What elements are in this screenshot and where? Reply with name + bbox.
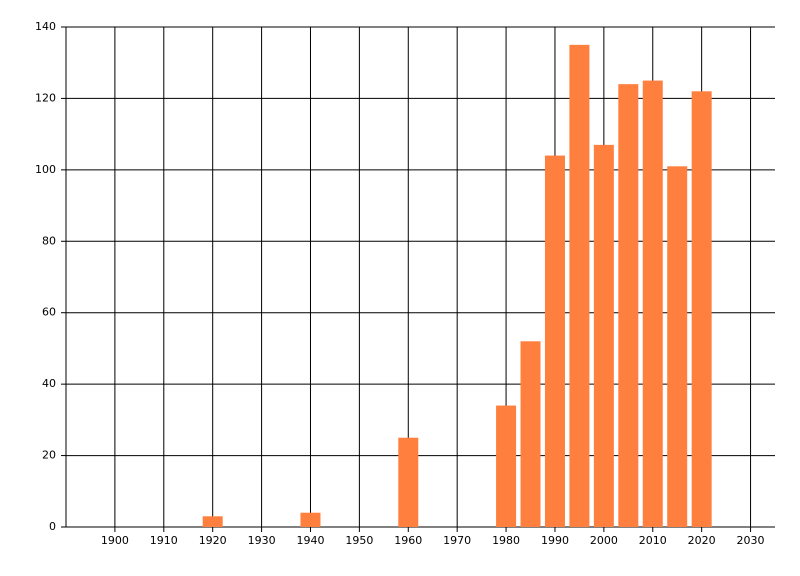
bar (667, 166, 688, 528)
x-tick-label: 1900 (101, 534, 129, 547)
x-tick-label: 1990 (541, 534, 569, 547)
bar (202, 516, 223, 527)
y-tick-label: 100 (35, 163, 56, 176)
x-tick-label: 1940 (296, 534, 324, 547)
bar (544, 155, 565, 528)
y-tick-label: 80 (42, 234, 56, 247)
x-tick-label: 2000 (590, 534, 618, 547)
x-tick-label: 2020 (688, 534, 716, 547)
bar (569, 44, 590, 527)
y-tick-label: 40 (42, 377, 56, 390)
y-tick-label: 140 (35, 20, 56, 33)
bar (618, 84, 639, 528)
bar (300, 512, 321, 527)
x-tick-label: 2030 (737, 534, 765, 547)
y-tick-label: 60 (42, 306, 56, 319)
x-tick-label: 1920 (199, 534, 227, 547)
bar (642, 80, 663, 528)
bar (691, 91, 712, 528)
y-tick-label: 20 (42, 449, 56, 462)
y-tick-label: 0 (49, 520, 56, 533)
bar (496, 405, 517, 527)
y-tick-label: 120 (35, 91, 56, 104)
x-tick-label: 1950 (345, 534, 373, 547)
x-tick-label: 1960 (394, 534, 422, 547)
x-tick-label: 1910 (150, 534, 178, 547)
x-tick-label: 1930 (248, 534, 276, 547)
bar (593, 144, 614, 527)
x-tick-label: 1970 (443, 534, 471, 547)
x-tick-label: 1980 (492, 534, 520, 547)
bar (520, 341, 541, 527)
x-tick-label: 2010 (639, 534, 667, 547)
bar (398, 437, 419, 527)
